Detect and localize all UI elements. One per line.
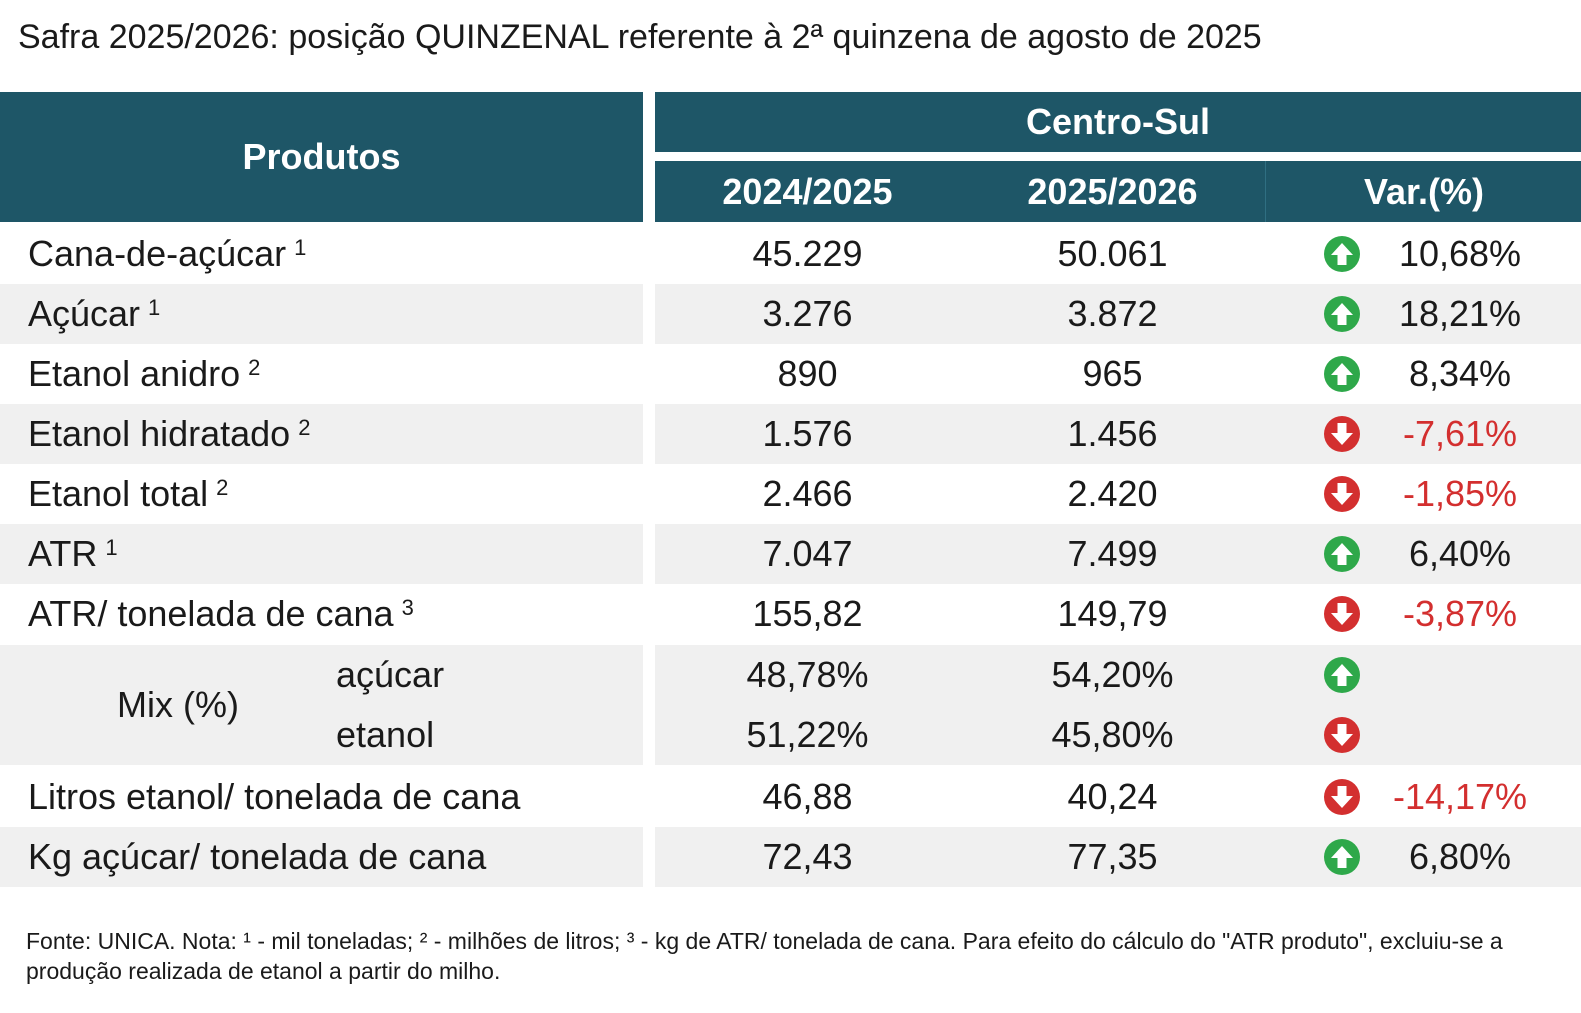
row-label: ATR/ tonelada de cana 3 — [28, 593, 414, 634]
row-label: Etanol hidratado 2 — [28, 413, 311, 454]
variation-value: 6,80% — [1408, 836, 1512, 877]
value-2025-2026: 40,24 — [1067, 776, 1158, 817]
value-2025-2026: 50.061 — [1057, 233, 1168, 274]
mix-block: Mix (%) açúcar 48,78% 54,20% etanol 51,2… — [0, 645, 1581, 765]
variation-value: 18,21% — [1398, 293, 1522, 334]
arrow-up-icon — [1322, 224, 1362, 284]
variation-value: 8,34% — [1408, 353, 1512, 394]
arrow-up-icon — [1322, 645, 1362, 705]
row-label: ATR 1 — [28, 533, 118, 574]
arrow-up-icon — [1322, 284, 1362, 344]
footnote: Fonte: UNICA. Nota: ¹ - mil toneladas; ²… — [26, 928, 1503, 984]
mix-sublabel-acucar: açúcar — [336, 654, 445, 695]
header-col-2025-2026: 2025/2026 — [960, 161, 1265, 222]
table-row: Etanol anidro 2 890 965 8,34% — [0, 344, 1581, 404]
arrow-down-icon — [1322, 705, 1362, 765]
table-row: Etanol total 2 2.466 2.420 -1,85% — [0, 464, 1581, 524]
value-2025-2026: 149,79 — [1057, 593, 1168, 634]
table-row: ATR 1 7.047 7.499 6,40% — [0, 524, 1581, 584]
value-2024-2025: 45.229 — [752, 233, 863, 274]
value-2025-2026: 3.872 — [1067, 293, 1158, 334]
table-row: Açúcar 1 3.276 3.872 18,21% — [0, 284, 1581, 344]
row-label: Açúcar 1 — [28, 293, 161, 334]
variation-value: -7,61% — [1402, 413, 1518, 454]
value-2024-2025: 890 — [777, 353, 838, 394]
arrow-up-icon — [1322, 524, 1362, 584]
row-label: Kg açúcar/ tonelada de cana — [28, 836, 487, 877]
value-2025-2026: 54,20% — [1051, 654, 1174, 695]
value-2024-2025: 2.466 — [762, 473, 853, 514]
row-label: Litros etanol/ tonelada de cana — [28, 776, 521, 817]
value-2024-2025: 7.047 — [762, 533, 853, 574]
value-2025-2026: 965 — [1082, 353, 1143, 394]
table-row: Litros etanol/ tonelada de cana 46,88 40… — [0, 767, 1581, 827]
variation-value: 6,40% — [1408, 533, 1512, 574]
mix-label: Mix (%) — [117, 684, 239, 725]
value-2024-2025: 1.576 — [762, 413, 853, 454]
arrow-down-icon — [1322, 767, 1362, 827]
value-2024-2025: 155,82 — [752, 593, 863, 634]
arrow-down-icon — [1322, 584, 1362, 644]
table-row: Cana-de-açúcar 1 45.229 50.061 10,68% — [0, 224, 1581, 284]
value-2025-2026: 7.499 — [1067, 533, 1158, 574]
value-2024-2025: 51,22% — [746, 714, 869, 755]
header-col-var: Var.(%) — [1265, 161, 1581, 222]
value-2025-2026: 45,80% — [1051, 714, 1174, 755]
variation-value: 10,68% — [1398, 233, 1522, 274]
arrow-down-icon — [1322, 464, 1362, 524]
row-label: Cana-de-açúcar 1 — [28, 233, 307, 274]
value-2024-2025: 3.276 — [762, 293, 853, 334]
value-2024-2025: 46,88 — [762, 776, 853, 817]
header-col-2024-2025: 2024/2025 — [655, 161, 960, 222]
value-2024-2025: 48,78% — [746, 654, 869, 695]
arrow-down-icon — [1322, 404, 1362, 464]
row-label: Etanol anidro 2 — [28, 353, 261, 394]
value-2025-2026: 77,35 — [1067, 836, 1158, 877]
page-title: Safra 2025/2026: posição QUINZENAL refer… — [18, 18, 1262, 56]
variation-value: -14,17% — [1392, 776, 1528, 817]
value-2025-2026: 1.456 — [1067, 413, 1158, 454]
row-label: Etanol total 2 — [28, 473, 229, 514]
variation-value: -3,87% — [1402, 593, 1518, 634]
variation-value: -1,85% — [1402, 473, 1518, 514]
value-2025-2026: 2.420 — [1067, 473, 1158, 514]
table-row: Kg açúcar/ tonelada de cana 72,43 77,35 … — [0, 827, 1581, 887]
mix-sublabel-etanol: etanol — [336, 714, 435, 755]
header-produtos: Produtos — [0, 92, 643, 222]
table-row: ATR/ tonelada de cana 3 155,82 149,79 -3,… — [0, 584, 1581, 644]
table-row: Etanol hidratado 2 1.576 1.456 -7,61% — [0, 404, 1581, 464]
arrow-up-icon — [1322, 827, 1362, 887]
value-2024-2025: 72,43 — [762, 836, 853, 877]
header-region: Centro-Sul — [655, 92, 1581, 152]
arrow-up-icon — [1322, 344, 1362, 404]
